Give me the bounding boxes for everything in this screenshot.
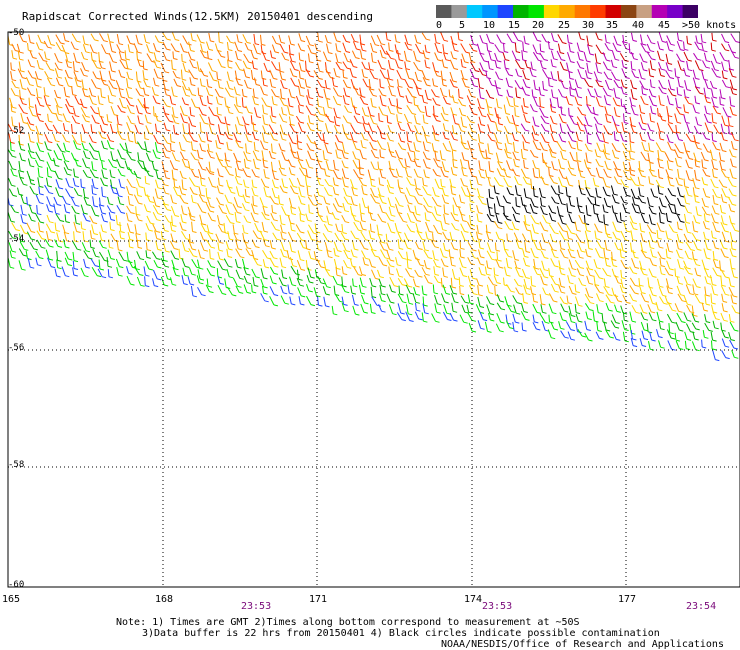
- legend-swatch: [559, 5, 576, 18]
- wind-barbs-layer: [7, 31, 740, 362]
- lon-label-174: 174: [464, 594, 483, 605]
- legend-swatch: [543, 5, 560, 18]
- lon-label-177: 177: [618, 594, 637, 605]
- legend-swatch: [497, 5, 514, 18]
- legend-label: 10: [483, 20, 496, 31]
- legend-swatch: [667, 5, 684, 18]
- lon-label-168: 168: [155, 594, 174, 605]
- legend-swatch: [436, 5, 452, 18]
- legend-label: 5: [459, 20, 466, 31]
- legend-swatch: [590, 5, 607, 18]
- time-label-2: 23:53: [482, 601, 513, 612]
- legend-swatch: [574, 5, 591, 18]
- legend-swatch: [651, 5, 668, 18]
- lat-label-50: -50: [8, 28, 25, 38]
- wind-barb-map: [7, 31, 740, 588]
- lat-label-58: -58: [8, 460, 25, 470]
- lat-label-54: -54: [8, 234, 25, 244]
- legend-swatch: [620, 5, 637, 18]
- legend-label: >50 knots: [682, 20, 737, 31]
- credit-line: NOAA/NESDIS/Office of Research and Appli…: [441, 639, 724, 650]
- wind-speed-scale-labels: 0 5 10 15 20 25 30 35 40 45 >50 knots: [436, 20, 740, 32]
- wind-speed-color-scale: [436, 5, 698, 18]
- legend-swatch: [605, 5, 622, 18]
- note-line-1: Note: 1) Times are GMT 2)Times along bot…: [116, 617, 580, 628]
- legend-swatch: [636, 5, 653, 18]
- legend-swatch: [482, 5, 499, 18]
- time-label-3: 23:54: [686, 601, 717, 612]
- legend-label: 0: [436, 20, 443, 31]
- legend-label: 45: [658, 20, 671, 31]
- lon-label-165: 165: [2, 594, 21, 605]
- legend-label: 35: [606, 20, 619, 31]
- map-title: Rapidscat Corrected Winds(12.5KM) 201504…: [22, 10, 373, 23]
- legend-label: 40: [632, 20, 645, 31]
- legend-swatch: [682, 5, 698, 18]
- lat-label-56: -56: [8, 343, 25, 353]
- lat-label-60: -60: [8, 580, 25, 590]
- lon-label-171: 171: [309, 594, 328, 605]
- legend-label: 15: [508, 20, 521, 31]
- map-frame: [7, 31, 740, 588]
- legend-swatch: [451, 5, 468, 18]
- lat-label-52: -52: [8, 126, 25, 136]
- legend-label: 20: [532, 20, 545, 31]
- legend-swatch: [513, 5, 529, 18]
- legend-swatch: [466, 5, 483, 18]
- legend-swatch: [528, 5, 545, 18]
- legend-label: 30: [582, 20, 595, 31]
- note-line-2: 3)Data buffer is 22 hrs from 20150401 4)…: [142, 628, 660, 639]
- legend-label: 25: [558, 20, 571, 31]
- time-label-1: 23:53: [241, 601, 272, 612]
